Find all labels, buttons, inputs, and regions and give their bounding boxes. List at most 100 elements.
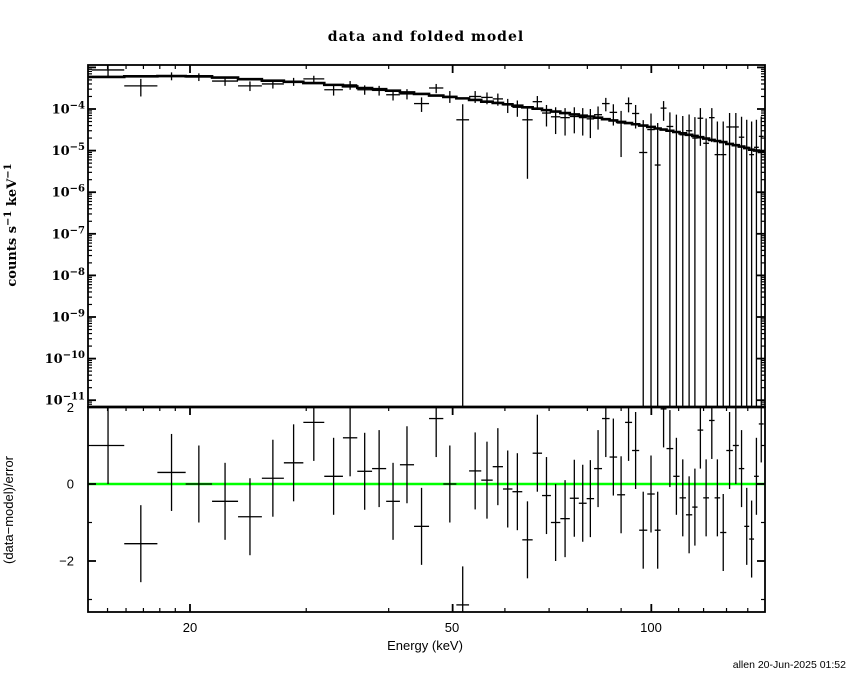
y-axis-tick-labels: 10−4 10−5 10−6 10−7 10−8 10−9 10−10 10−11 [45,101,85,409]
y-axis-label-counts: counts s−1 keV−1 [3,163,20,286]
y-tick-label: 10−11 [45,392,85,409]
residual-point [283,424,304,502]
data-point [124,78,158,97]
y-tick-label: 10−5 [52,142,85,159]
chart-title: data and folded model [328,29,524,45]
residual-point [625,407,633,461]
residual-point [324,437,343,515]
data-point [692,117,698,407]
data-point [569,107,579,134]
residual-point [512,453,523,531]
residual-point [357,432,373,510]
data-point [709,108,715,143]
residual-point [91,407,125,484]
data-point [617,110,626,158]
residual-point [594,430,603,508]
data-point [481,92,493,105]
residual-point [443,445,457,523]
residual-point [679,459,686,537]
residual-point [456,566,470,612]
x-tick-label-50: 50 [445,620,459,635]
data-point [754,119,759,407]
data-point [212,76,239,86]
data-point [157,72,186,81]
residual-point [212,462,239,540]
residual-point [342,407,358,477]
data-point [386,89,400,101]
y-tick-label: 10−10 [45,350,85,367]
data-point [602,97,610,112]
residual-point [414,487,430,565]
residual-point [372,430,387,508]
residual-point [550,484,561,561]
residual-point [685,476,693,554]
data-point [714,121,721,407]
residual-data-points [91,407,764,612]
data-point [703,118,710,407]
residual-point [429,407,444,458]
data-point [744,119,750,407]
data-point [749,121,755,407]
residual-point [726,412,733,490]
residual-point [399,426,415,504]
residual-point [673,437,680,515]
residual-tick-label-2: 2 [67,400,74,415]
timestamp: allen 20-Jun-2025 01:52 [733,659,846,671]
data-point [91,65,125,77]
data-point [697,108,704,146]
residual-point [124,505,158,583]
residual-tick-label-0: 0 [67,477,74,492]
residual-point [157,433,186,511]
data-point [261,79,284,89]
data-point [560,108,570,136]
residual-point [744,487,750,565]
data-point [469,91,482,103]
data-point [726,113,733,407]
data-point [594,106,603,130]
residual-point [632,412,640,490]
ylabel-sup: −1 [3,211,14,226]
residual-point [720,494,727,572]
data-point [639,120,648,407]
residual-point [738,430,745,508]
data-point [357,85,373,95]
residual-point [666,410,674,488]
residual-point [469,432,482,510]
data-point [324,85,343,96]
residual-point [238,478,262,556]
data-point [238,81,262,92]
y-tick-label: 10−9 [52,309,85,326]
data-point [443,91,457,103]
data-point [372,85,387,96]
y-tick-label: 10−4 [52,101,85,118]
residual-point [602,407,610,458]
residual-point [261,439,284,517]
residual-point [639,491,648,569]
ylabel-text: counts s [5,226,20,287]
data-point [414,97,430,112]
residual-tick-label-neg2: −2 [59,554,74,569]
residual-point [758,407,764,463]
data-point [732,113,739,407]
data-point [666,112,674,407]
residual-point [749,500,755,578]
axis-ticks [88,65,765,612]
data-point [625,97,633,113]
data-point [456,104,470,407]
residual-point [481,441,493,519]
residual-point [502,450,513,528]
residual-point [754,437,759,515]
data-point [522,107,533,179]
data-point [586,109,595,139]
data-point [578,108,587,136]
data-point [720,121,727,407]
residual-point [542,457,551,535]
data-point [542,104,551,127]
residual-point [532,414,543,492]
residual-point [522,501,533,579]
data-point [609,104,618,126]
residual-point [609,418,618,496]
data-point [283,77,304,86]
residual-point [654,491,661,569]
data-point [673,114,680,407]
